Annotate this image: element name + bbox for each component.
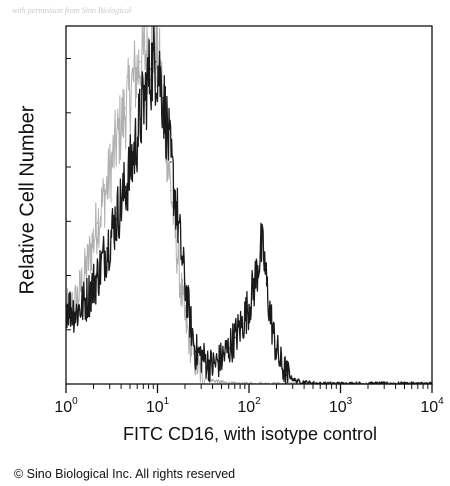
data-point: [279, 361, 282, 364]
data-point: [294, 379, 297, 382]
data-point: [184, 318, 186, 321]
data-point: [145, 50, 147, 52]
data-point: [248, 304, 250, 307]
data-point: [180, 247, 182, 249]
data-point: [150, 68, 152, 70]
series-line-cd16: [65, 26, 433, 385]
data-point: [158, 71, 161, 74]
data-point: [220, 381, 223, 384]
data-point: [145, 89, 147, 92]
data-point: [115, 143, 117, 145]
data-point: [106, 186, 108, 188]
data-point: [132, 78, 135, 81]
data-point: [162, 96, 164, 99]
data-point: [265, 283, 268, 285]
data-point: [269, 311, 271, 314]
data-point: [200, 354, 202, 357]
data-point: [139, 61, 142, 63]
x-tick-label: 104: [420, 396, 444, 416]
data-point: [154, 46, 157, 49]
data-point: [273, 340, 276, 342]
data-point: [206, 361, 209, 364]
data-point: [96, 222, 99, 224]
data-point: [257, 265, 259, 267]
data-point: [241, 322, 244, 324]
y-axis-label: Relative Cell Number: [16, 105, 39, 295]
data-point: [189, 322, 192, 324]
data-point: [165, 121, 168, 124]
data-point: [175, 240, 177, 242]
data-point: [227, 347, 230, 350]
data-point: [184, 283, 186, 285]
x-tick-label: 103: [329, 396, 353, 416]
x-tick-label: 100: [54, 396, 78, 416]
data-point: [86, 297, 88, 299]
data-point: [170, 189, 172, 192]
x-axis: 100 101 102 103 104: [54, 58, 444, 416]
data-point: [253, 283, 256, 285]
data-point: [260, 247, 262, 249]
data-point: [175, 204, 177, 206]
data-point: [286, 374, 288, 376]
data-point: [75, 311, 78, 314]
watermark-text: with permission from Sino Biological: [12, 6, 132, 15]
data-point: [125, 107, 127, 110]
x-tick-label: 102: [237, 396, 261, 416]
data-point: [132, 154, 135, 156]
data-point: [180, 286, 182, 289]
data-point: [234, 336, 236, 339]
data-point: [200, 372, 202, 375]
data-point: [220, 358, 223, 360]
data-point: [75, 300, 78, 303]
x-tick-label: 101: [146, 396, 170, 416]
series-layer: [65, 25, 433, 385]
data-point: [86, 265, 88, 267]
data-point: [96, 275, 99, 278]
x-axis-label: FITC CD16, with isotype control: [122, 424, 378, 444]
data-point: [211, 365, 214, 367]
data-point: [263, 254, 265, 256]
data-point: [154, 61, 157, 63]
data-point: [211, 379, 214, 382]
data-point: [170, 161, 172, 163]
data-point: [115, 218, 117, 221]
data-point: [106, 247, 108, 249]
histogram-series-cd16: [65, 26, 433, 385]
data-point: [139, 118, 142, 120]
copyright-text: © Sino Biological Inc. All rights reserv…: [14, 467, 236, 481]
data-point: [194, 351, 197, 353]
data-point: [303, 381, 305, 384]
data-point: [125, 186, 127, 188]
data-point: [206, 377, 209, 380]
